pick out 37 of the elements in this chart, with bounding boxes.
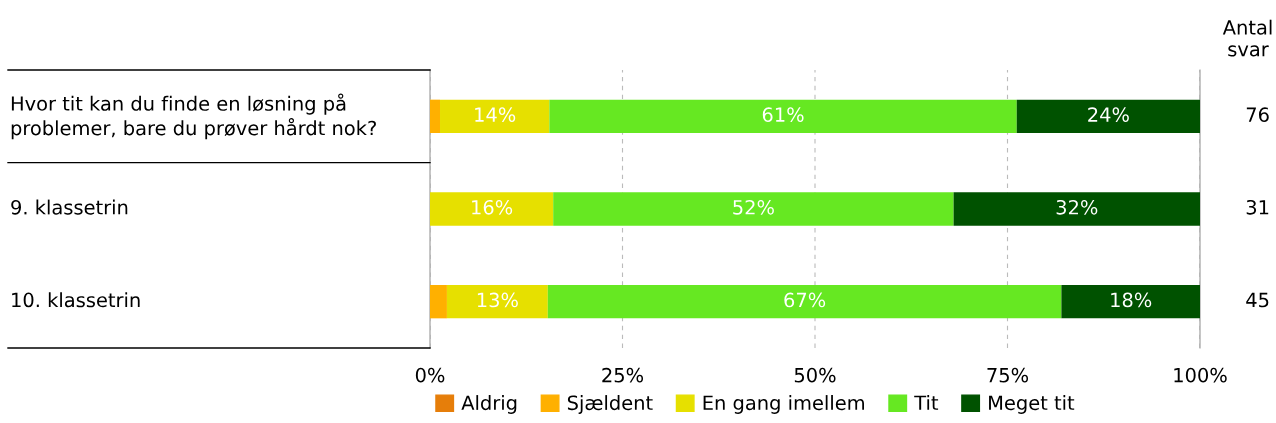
bar bbox=[1061, 284, 1200, 319]
data-label: 14% bbox=[475, 107, 516, 122]
legend-label: Sjældent bbox=[567, 395, 653, 414]
data-label: 61% bbox=[762, 107, 804, 122]
y-tick-label: 9. klassetrin bbox=[11, 199, 128, 215]
bar bbox=[1016, 99, 1200, 134]
x-tick-label: 100% bbox=[1174, 367, 1227, 383]
data-label: 13% bbox=[477, 292, 518, 308]
y-tick-label: 10. klassetrin bbox=[12, 292, 140, 308]
text: Antal svar bbox=[1222, 19, 1272, 57]
bar bbox=[553, 192, 954, 226]
bar bbox=[440, 99, 550, 134]
x-tick-label: 0% bbox=[415, 367, 445, 383]
legend-label: Tit bbox=[914, 395, 939, 410]
legend-label: Meget tit bbox=[989, 395, 1075, 414]
data-label: 32% bbox=[1056, 199, 1098, 215]
data-label: 67% bbox=[784, 292, 826, 308]
bar bbox=[549, 99, 1017, 134]
data-label: 18% bbox=[1111, 292, 1152, 308]
bar bbox=[547, 284, 1062, 319]
data-label: 16% bbox=[472, 199, 513, 215]
bar bbox=[430, 99, 441, 134]
y-tick-label: Hvor tit kan du finde en løsning på problemer, bare du prøver hårdt nok? bbox=[11, 93, 376, 140]
legend-label: Aldrig bbox=[461, 395, 517, 414]
text: 31 bbox=[1246, 199, 1269, 215]
x-tick-label: 75% bbox=[987, 367, 1029, 383]
legend-label: En gang imellem bbox=[703, 395, 864, 414]
bar bbox=[430, 284, 447, 319]
x-tick-label: 50% bbox=[794, 367, 836, 383]
data-label: 52% bbox=[733, 199, 774, 215]
bar bbox=[446, 284, 548, 319]
x-tick-label: 25% bbox=[602, 367, 644, 383]
text: 45 bbox=[1246, 292, 1269, 308]
bar bbox=[430, 192, 554, 226]
bar bbox=[953, 192, 1200, 226]
data-label: 24% bbox=[1088, 107, 1129, 122]
text: 76 bbox=[1246, 107, 1269, 122]
